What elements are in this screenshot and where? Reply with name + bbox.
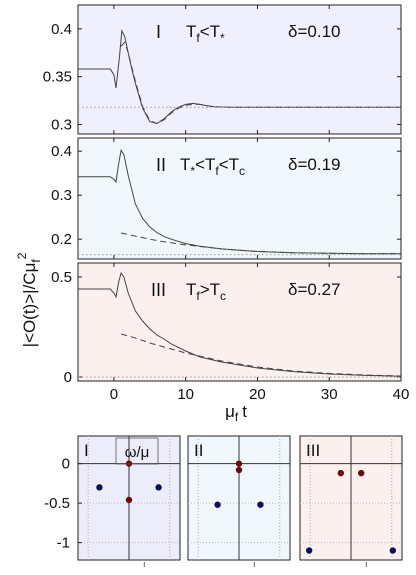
regime-label-part: f — [196, 289, 200, 303]
panel-curve-III: 0 0.5 0 10 20 30 40 III Tf>Tc δ=0.27 — [51, 262, 410, 403]
pole-point — [257, 501, 264, 508]
panel-label: II — [156, 155, 166, 175]
y-tick-label: 0.5 — [51, 269, 72, 286]
regime-label-part: T — [180, 155, 190, 174]
regime-label-part: c — [239, 164, 245, 178]
regime-label-part: * — [220, 31, 225, 45]
x-axis-label: μf t — [225, 402, 247, 424]
regime-label-part: f — [215, 164, 219, 178]
x-axis-label-sub: f — [235, 410, 239, 424]
regime-label-part: c — [220, 289, 226, 303]
regime-label-part: T — [186, 280, 196, 299]
regime-label: T*<Tf<Tc — [180, 155, 245, 178]
regime-label-part: <T — [200, 22, 220, 41]
y-tick-label: 0 — [62, 456, 70, 473]
panel-label: III — [306, 441, 320, 460]
plot-area: 0.30.350.4 I Tf<T* δ=0.100.20.30.4II T*<Tf<T… — [43, 4, 410, 567]
y-axis-label-sup: 2 — [15, 252, 29, 259]
regime-label-part: T — [186, 22, 196, 41]
annotation-label: ω/μ — [125, 444, 150, 461]
y-axis-label: |<O(t)>|/Cμf2 — [15, 252, 43, 347]
delta-label: δ=0.27 — [288, 280, 340, 299]
panel-background — [78, 5, 401, 134]
y-tick-label: 0.35 — [43, 69, 72, 86]
delta-label: δ=0.10 — [288, 22, 340, 41]
x-tick-label: 30 — [321, 386, 338, 403]
panel-background — [78, 263, 401, 381]
panel-label: I — [84, 441, 89, 460]
panel-label: I — [156, 22, 161, 42]
panel-frame — [77, 262, 402, 382]
panel-label: II — [194, 441, 203, 460]
x-tick-label: 10 — [177, 386, 194, 403]
delta-label: δ=0.19 — [288, 155, 340, 174]
pole-point — [235, 460, 243, 467]
regime-label-part: <T — [219, 155, 239, 174]
regime-label-part: f — [196, 31, 200, 45]
annotation-box — [115, 437, 159, 465]
panel-poles-I: 0 -0.5 -1 I ω/μ — [44, 435, 181, 567]
panel-poles-III: III — [299, 435, 403, 567]
pole-point — [125, 496, 133, 504]
panel-poles-II: II — [187, 435, 291, 567]
pole-point — [235, 466, 243, 474]
series-dashed — [120, 232, 401, 255]
pole-point — [389, 547, 397, 554]
y-tick-label: 0.3 — [51, 187, 72, 204]
regime-label-part: * — [190, 164, 195, 178]
y-tick-label: 0.4 — [51, 143, 72, 160]
x-tick-label: 20 — [249, 386, 266, 403]
pole-point — [337, 469, 344, 477]
series-solid — [78, 271, 402, 377]
x-tick-label: 0 — [110, 386, 118, 403]
pole-point — [214, 501, 221, 508]
y-tick-label: 0.3 — [51, 116, 72, 133]
y-tick-label: 0.2 — [51, 231, 72, 248]
y-axis-label-main: |<O(t)>|/Cμ — [20, 263, 39, 348]
panel-background — [78, 138, 401, 259]
y-tick-label: 0.4 — [51, 21, 72, 38]
x-tick-label: 40 — [393, 386, 410, 403]
series-dashed — [120, 333, 402, 377]
x-axis-label-tail: t — [242, 402, 247, 421]
pole-point — [155, 484, 162, 491]
regime-label: Tf<T* — [186, 22, 225, 45]
pole-point — [358, 469, 365, 477]
y-tick-label: -0.5 — [44, 495, 70, 512]
regime-label-part: >T — [200, 280, 220, 299]
pole-point — [96, 484, 103, 491]
x-axis-label-main: μ — [225, 402, 235, 421]
y-tick-label: 0 — [64, 369, 72, 386]
pole-point — [305, 547, 313, 554]
regime-label: Tf>Tc — [186, 280, 226, 303]
panel-curve-II: 0.20.30.4II T*<Tf<Tc δ=0.19 — [51, 137, 402, 260]
panel-curve-I: 0.3 0.35 0.4 I Tf<T* δ=0.10 — [43, 4, 402, 135]
y-axis-label-sub: f — [29, 259, 43, 263]
panel-frame — [77, 137, 402, 260]
regime-label-part: <T — [195, 155, 215, 174]
panel-label: III — [151, 280, 166, 300]
y-tick-label: -1 — [57, 535, 70, 552]
